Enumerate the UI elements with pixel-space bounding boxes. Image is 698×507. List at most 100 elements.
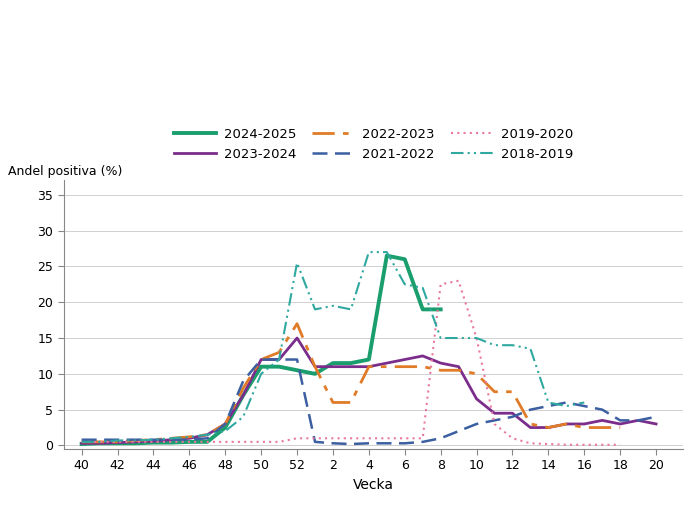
2021-2022 xyxy=(383,440,391,446)
2019-2020 xyxy=(221,439,230,445)
Line: 2019-2020: 2019-2020 xyxy=(82,281,620,445)
Text: Andel positiva (%): Andel positiva (%) xyxy=(8,165,122,178)
2018-2019 xyxy=(508,342,517,348)
2018-2019 xyxy=(239,414,247,420)
2021-2022 xyxy=(311,439,319,445)
2024-2025 xyxy=(203,439,211,445)
2024-2025 xyxy=(113,440,121,446)
2019-2020 xyxy=(580,442,588,448)
2021-2022 xyxy=(275,356,283,363)
2022-2023 xyxy=(203,431,211,438)
2023-2024 xyxy=(168,437,176,443)
2019-2020 xyxy=(275,439,283,445)
2018-2019 xyxy=(113,438,121,444)
2022-2023 xyxy=(221,421,230,427)
2018-2019 xyxy=(401,281,409,287)
2024-2025 xyxy=(149,440,158,446)
2022-2023 xyxy=(149,437,158,443)
2018-2019 xyxy=(364,249,373,255)
2023-2024 xyxy=(652,421,660,427)
2019-2020 xyxy=(131,439,140,445)
2022-2023 xyxy=(168,435,176,441)
2019-2020 xyxy=(419,435,427,441)
2023-2024 xyxy=(419,353,427,359)
Line: 2024-2025: 2024-2025 xyxy=(82,256,440,444)
2022-2023 xyxy=(347,400,355,406)
2021-2022 xyxy=(329,440,337,446)
2018-2019 xyxy=(473,335,481,341)
2021-2022 xyxy=(562,400,570,406)
2019-2020 xyxy=(149,439,158,445)
2019-2020 xyxy=(293,435,302,441)
2024-2025 xyxy=(311,371,319,377)
2022-2023 xyxy=(419,364,427,370)
2021-2022 xyxy=(221,421,230,427)
2019-2020 xyxy=(257,439,265,445)
2021-2022 xyxy=(652,414,660,420)
2022-2023 xyxy=(544,424,553,430)
2022-2023 xyxy=(329,400,337,406)
2021-2022 xyxy=(436,435,445,441)
2023-2024 xyxy=(508,410,517,416)
2019-2020 xyxy=(364,435,373,441)
2019-2020 xyxy=(311,435,319,441)
2021-2022 xyxy=(113,437,121,443)
2022-2023 xyxy=(401,364,409,370)
2021-2022 xyxy=(616,417,624,423)
2021-2022 xyxy=(149,437,158,443)
2018-2019 xyxy=(203,431,211,438)
2022-2023 xyxy=(96,439,104,445)
2022-2023 xyxy=(454,367,463,373)
2021-2022 xyxy=(419,439,427,445)
2019-2020 xyxy=(508,435,517,441)
2018-2019 xyxy=(221,428,230,434)
Line: 2018-2019: 2018-2019 xyxy=(82,252,584,442)
2023-2024 xyxy=(329,364,337,370)
2018-2019 xyxy=(436,335,445,341)
2018-2019 xyxy=(544,400,553,406)
2018-2019 xyxy=(77,439,86,445)
2024-2025 xyxy=(329,360,337,366)
2023-2024 xyxy=(203,431,211,438)
2018-2019 xyxy=(419,285,427,291)
2021-2022 xyxy=(257,356,265,363)
2022-2023 xyxy=(383,364,391,370)
2018-2019 xyxy=(168,435,176,441)
2024-2025 xyxy=(419,306,427,312)
2021-2022 xyxy=(544,403,553,409)
2019-2020 xyxy=(347,435,355,441)
2019-2020 xyxy=(77,439,86,445)
2022-2023 xyxy=(526,421,535,427)
2022-2023 xyxy=(275,349,283,355)
2018-2019 xyxy=(311,306,319,312)
Legend: 2024-2025, 2023-2024, 2022-2023, 2021-2022, 2019-2020, 2018-2019: 2024-2025, 2023-2024, 2022-2023, 2021-20… xyxy=(174,128,573,161)
2019-2020 xyxy=(168,439,176,445)
2021-2022 xyxy=(131,437,140,443)
2023-2024 xyxy=(311,364,319,370)
2018-2019 xyxy=(131,438,140,444)
2023-2024 xyxy=(275,356,283,363)
2023-2024 xyxy=(113,440,121,446)
2023-2024 xyxy=(347,364,355,370)
2024-2025 xyxy=(131,440,140,446)
2023-2024 xyxy=(149,438,158,444)
2024-2025 xyxy=(257,364,265,370)
2023-2024 xyxy=(490,410,498,416)
2022-2023 xyxy=(598,424,607,430)
2024-2025 xyxy=(239,392,247,399)
2023-2024 xyxy=(436,360,445,366)
2024-2025 xyxy=(401,256,409,262)
2022-2023 xyxy=(616,424,624,430)
2019-2020 xyxy=(203,439,211,445)
2021-2022 xyxy=(454,428,463,434)
2019-2020 xyxy=(473,335,481,341)
2019-2020 xyxy=(454,278,463,284)
2023-2024 xyxy=(562,421,570,427)
2022-2023 xyxy=(239,385,247,391)
2022-2023 xyxy=(364,364,373,370)
2023-2024 xyxy=(239,392,247,399)
2023-2024 xyxy=(580,421,588,427)
2022-2023 xyxy=(185,434,193,440)
2018-2019 xyxy=(454,335,463,341)
2018-2019 xyxy=(149,437,158,443)
